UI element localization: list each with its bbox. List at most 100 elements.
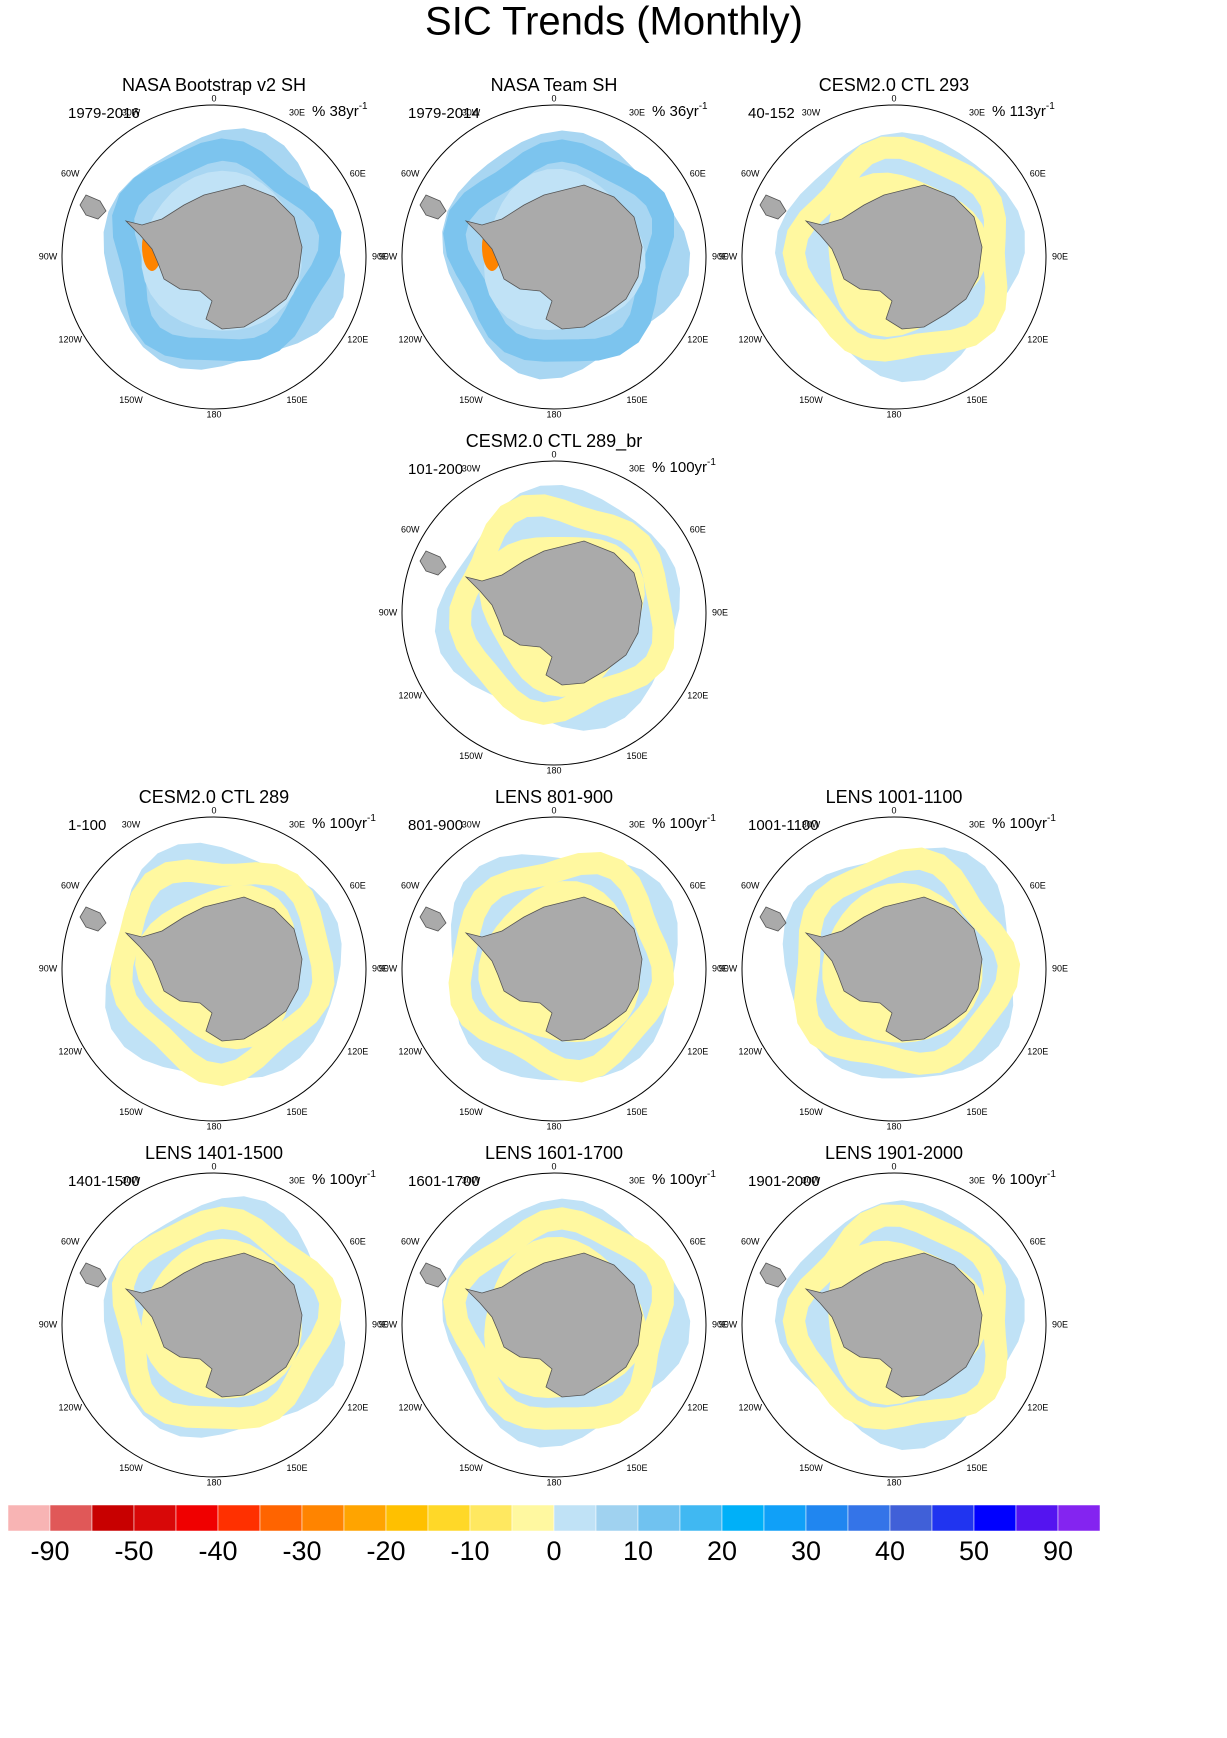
panel-period: 1401-1500	[68, 1173, 140, 1190]
colorbar-label: 10	[623, 1536, 653, 1566]
longitude-label: 30W	[122, 820, 141, 830]
longitude-label: 60W	[61, 1236, 80, 1246]
longitude-label: 60E	[690, 1236, 706, 1246]
longitude-label: 90E	[1052, 1319, 1068, 1329]
longitude-label: 30E	[629, 820, 645, 830]
colorbar-box	[931, 1504, 975, 1532]
longitude-label: 30E	[969, 820, 985, 830]
longitude-label: 120W	[58, 1402, 82, 1412]
panel-unit: % 100yr-1	[652, 813, 716, 832]
longitude-label: 90E	[1052, 963, 1068, 973]
colorbar-box	[1015, 1504, 1059, 1532]
longitude-label: 60E	[690, 524, 706, 534]
longitude-label: 90E	[712, 1319, 728, 1329]
longitude-label: 150W	[799, 1463, 823, 1473]
panel-title: LENS 1901-2000	[825, 1143, 963, 1163]
longitude-label: 60W	[741, 1236, 760, 1246]
antarctica	[124, 1252, 303, 1398]
longitude-label: 90E	[712, 607, 728, 617]
longitude-label: 60W	[401, 880, 420, 890]
panel-period: 1901-2000	[748, 1173, 820, 1190]
unit-exponent: -1	[707, 457, 716, 468]
longitude-label: 30E	[629, 108, 645, 118]
colorbar-box	[595, 1504, 639, 1532]
panel-unit: % 100yr-1	[312, 1169, 376, 1188]
south-america	[759, 906, 787, 932]
longitude-label: 0	[551, 93, 556, 103]
panel-period: 1601-1700	[408, 1173, 480, 1190]
ice-region	[449, 494, 675, 725]
longitude-label: 120W	[398, 1402, 422, 1412]
longitude-label: 0	[551, 1161, 556, 1171]
longitude-label: 30E	[629, 1176, 645, 1186]
longitude-label: 30W	[462, 108, 481, 118]
longitude-label: 60W	[741, 880, 760, 890]
panel-unit: % 38yr-1	[312, 101, 368, 120]
map-panel: 0 30E 60E 90E 120E 150E 180 150W 120W 90W 60W 30W LE…	[719, 1143, 1068, 1488]
panel-unit: % 100yr-1	[992, 1169, 1056, 1188]
south-america	[419, 906, 447, 932]
longitude-label: 120E	[1027, 1402, 1048, 1412]
panel-title: CESM2.0 CTL 289	[139, 787, 289, 807]
longitude-label: 30E	[289, 108, 305, 118]
longitude-label: 120E	[687, 1402, 708, 1412]
longitude-label: 150W	[459, 395, 483, 405]
map-panel: 0 30E 60E 90E 120E 150E 180 150W 120W 90W 60W 30W CE…	[379, 431, 728, 776]
longitude-label: 60W	[401, 1236, 420, 1246]
longitude-label: 120W	[738, 1402, 762, 1412]
longitude-label: 90W	[379, 963, 398, 973]
longitude-label: 30W	[462, 464, 481, 474]
longitude-label: 180	[546, 409, 561, 419]
longitude-label: 120E	[347, 334, 368, 344]
colorbar-label: -30	[282, 1536, 321, 1566]
panel-title: NASA Team SH	[491, 75, 618, 95]
ice-region	[111, 1206, 342, 1430]
longitude-label: 180	[886, 409, 901, 419]
longitude-label: 150E	[286, 395, 307, 405]
south-america	[419, 194, 447, 220]
colorbar-label: 30	[791, 1536, 821, 1566]
longitude-label: 90W	[719, 251, 738, 261]
longitude-label: 30W	[122, 1176, 141, 1186]
panel-unit: % 100yr-1	[992, 813, 1056, 832]
longitude-label: 30W	[122, 108, 141, 118]
longitude-label: 0	[211, 93, 216, 103]
longitude-label: 150E	[626, 1463, 647, 1473]
antarctica	[124, 184, 303, 330]
panel-unit: % 100yr-1	[652, 457, 716, 476]
panel-unit: % 100yr-1	[312, 813, 376, 832]
antarctica	[804, 896, 983, 1042]
longitude-label: 120W	[58, 1046, 82, 1056]
colorbar-label: -20	[366, 1536, 405, 1566]
colorbar-box	[1057, 1504, 1101, 1532]
longitude-label: 30W	[802, 1176, 821, 1186]
unit-text: % 100yr	[652, 815, 707, 832]
longitude-label: 120E	[687, 690, 708, 700]
longitude-label: 90E	[712, 251, 728, 261]
colorbar-box	[763, 1504, 807, 1532]
longitude-label: 60W	[61, 168, 80, 178]
longitude-label: 0	[891, 1161, 896, 1171]
panel-period: 101-200	[408, 461, 463, 478]
unit-text: % 36yr	[652, 103, 699, 120]
ice-region	[448, 852, 675, 1083]
map-panel: 0 30E 60E 90E 120E 150E 180 150W 120W 90W 60W 30W LE…	[39, 1143, 388, 1488]
longitude-label: 30E	[289, 1176, 305, 1186]
unit-text: % 100yr	[312, 815, 367, 832]
colorbar-box	[721, 1504, 765, 1532]
longitude-label: 60W	[61, 880, 80, 890]
longitude-label: 150E	[626, 395, 647, 405]
longitude-label: 150W	[119, 395, 143, 405]
panel-title: CESM2.0 CTL 289_br	[466, 431, 642, 452]
south-america	[759, 194, 787, 220]
colorbar-box	[133, 1504, 177, 1532]
longitude-label: 180	[546, 1121, 561, 1131]
longitude-label: 30E	[969, 108, 985, 118]
longitude-label: 30E	[629, 464, 645, 474]
panel-period: 1001-1100	[748, 817, 819, 834]
antarctica	[464, 184, 643, 330]
longitude-label: 90E	[372, 1319, 388, 1329]
colorbar-box	[679, 1504, 723, 1532]
unit-text: % 100yr	[652, 459, 707, 476]
longitude-label: 120E	[687, 334, 708, 344]
